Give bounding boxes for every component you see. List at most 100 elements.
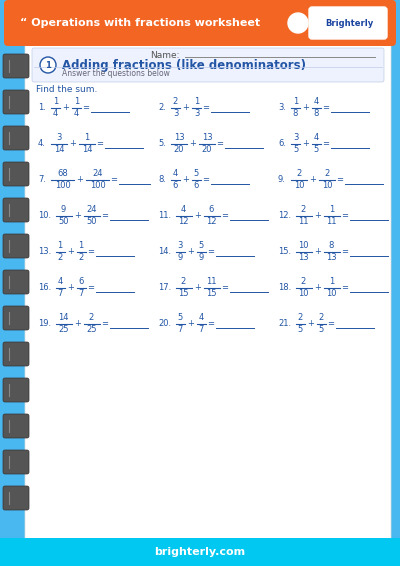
Text: 15.: 15. (278, 247, 291, 256)
Text: +: + (302, 139, 310, 148)
Text: 16.: 16. (38, 284, 51, 293)
Text: 21.: 21. (278, 319, 291, 328)
Text: 17.: 17. (158, 284, 171, 293)
Text: 7: 7 (177, 325, 183, 335)
Text: 1.: 1. (38, 104, 46, 113)
Text: +: + (302, 104, 310, 113)
Text: =: = (207, 319, 214, 328)
Text: 6: 6 (173, 182, 178, 191)
Text: 2: 2 (296, 169, 302, 178)
Text: 50: 50 (58, 217, 69, 226)
Text: 13: 13 (202, 134, 212, 143)
Text: 4: 4 (181, 205, 186, 215)
Text: +: + (67, 284, 74, 293)
Text: 15: 15 (178, 289, 189, 298)
Text: =: = (202, 104, 210, 113)
Text: =: = (96, 139, 104, 148)
Text: 2: 2 (297, 314, 303, 323)
Text: =: = (322, 139, 330, 148)
Text: 100: 100 (90, 182, 105, 191)
Text: 5: 5 (194, 169, 199, 178)
Text: =: = (336, 175, 344, 185)
FancyBboxPatch shape (3, 54, 29, 78)
Text: “ Operations with fractions worksheet: “ Operations with fractions worksheet (20, 18, 260, 28)
Text: +: + (76, 175, 84, 185)
Circle shape (40, 57, 56, 73)
Text: 3: 3 (173, 109, 178, 118)
Text: 10: 10 (322, 182, 332, 191)
Text: 6.: 6. (278, 139, 286, 148)
Text: 4: 4 (198, 314, 204, 323)
Text: 4: 4 (314, 97, 319, 106)
Text: =: = (87, 284, 94, 293)
Text: 9: 9 (61, 205, 66, 215)
FancyBboxPatch shape (3, 90, 29, 114)
Text: 3: 3 (56, 134, 62, 143)
FancyBboxPatch shape (3, 378, 29, 402)
FancyBboxPatch shape (3, 162, 29, 186)
Text: 11: 11 (206, 277, 217, 286)
Text: 1: 1 (329, 277, 334, 286)
FancyBboxPatch shape (3, 342, 29, 366)
FancyBboxPatch shape (3, 306, 29, 330)
FancyBboxPatch shape (3, 198, 29, 222)
Text: 1: 1 (329, 205, 334, 215)
Text: 10: 10 (294, 182, 304, 191)
FancyBboxPatch shape (3, 450, 29, 474)
Text: 4: 4 (74, 109, 79, 118)
Text: 4: 4 (314, 134, 319, 143)
Text: 2.: 2. (158, 104, 166, 113)
Text: +: + (307, 319, 314, 328)
Text: 14: 14 (82, 145, 92, 155)
Text: =: = (101, 212, 108, 221)
Text: 18.: 18. (278, 284, 291, 293)
Text: 8.: 8. (158, 175, 166, 185)
Text: 13: 13 (326, 254, 337, 263)
Text: =: = (207, 247, 214, 256)
Text: =: = (341, 212, 348, 221)
Text: 1: 1 (194, 97, 199, 106)
Text: brighterly.com: brighterly.com (154, 547, 246, 557)
FancyBboxPatch shape (3, 486, 29, 510)
Text: =: = (221, 212, 228, 221)
Text: 8: 8 (293, 109, 298, 118)
Text: 5: 5 (177, 314, 183, 323)
Text: 1: 1 (45, 61, 51, 70)
Text: =: = (82, 104, 90, 113)
Text: 5: 5 (293, 145, 298, 155)
Text: 2: 2 (57, 254, 63, 263)
Text: =: = (110, 175, 118, 185)
Text: 2: 2 (318, 314, 324, 323)
Text: +: + (194, 212, 201, 221)
Text: 14.: 14. (158, 247, 171, 256)
Text: +: + (187, 319, 194, 328)
Text: Answer the questions below: Answer the questions below (62, 70, 170, 79)
Text: +: + (194, 284, 201, 293)
Text: 2: 2 (89, 314, 94, 323)
Text: +: + (70, 139, 76, 148)
Text: 8: 8 (314, 109, 319, 118)
Text: Brighterly: Brighterly (325, 19, 373, 28)
Text: =: = (341, 247, 348, 256)
Text: 13: 13 (174, 134, 184, 143)
Text: 6: 6 (194, 182, 199, 191)
Text: 7.: 7. (38, 175, 46, 185)
Text: 12: 12 (206, 217, 217, 226)
Text: 1: 1 (53, 97, 58, 106)
Text: 6: 6 (78, 277, 84, 286)
Text: Name:: Name: (150, 52, 180, 61)
Text: 6: 6 (209, 205, 214, 215)
Text: +: + (74, 212, 81, 221)
FancyBboxPatch shape (3, 126, 29, 150)
Text: 4.: 4. (38, 139, 46, 148)
Text: 9: 9 (177, 254, 183, 263)
Text: +: + (182, 104, 190, 113)
Text: 20.: 20. (158, 319, 171, 328)
Text: 50: 50 (86, 217, 97, 226)
Text: 2: 2 (301, 277, 306, 286)
Text: Adding fractions (like denominators): Adding fractions (like denominators) (62, 58, 306, 71)
Text: +: + (187, 247, 194, 256)
Text: +: + (190, 139, 196, 148)
FancyBboxPatch shape (25, 41, 391, 541)
Text: 4: 4 (57, 277, 63, 286)
